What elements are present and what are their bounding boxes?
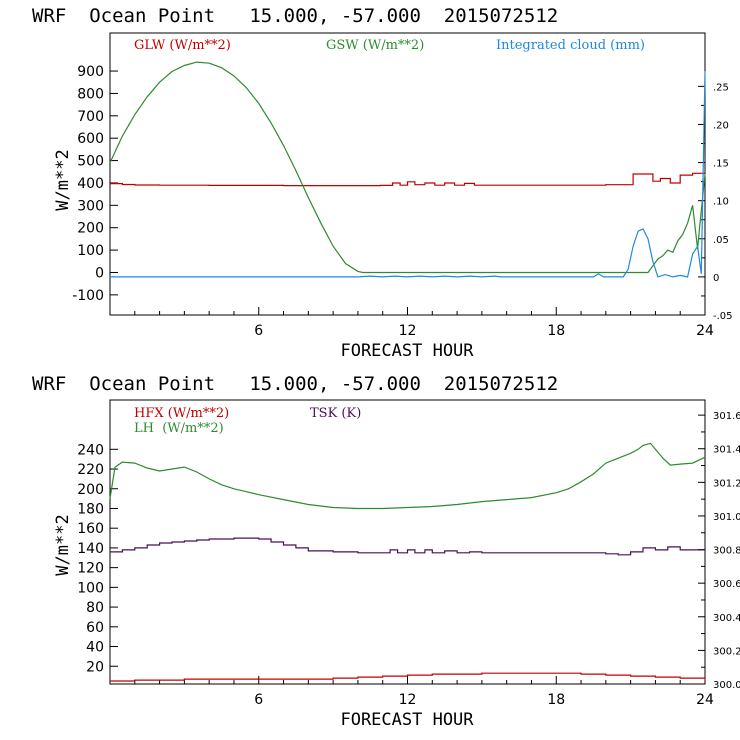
- y-tick-label: 600: [77, 131, 104, 147]
- top-chart: WRF Ocean Point 15.000, -57.000 20150725…: [32, 5, 733, 361]
- y-tick-label: 400: [77, 176, 104, 192]
- y2-tick-label: 300.8: [713, 546, 740, 557]
- y2-tick-label: -.05: [713, 311, 733, 322]
- y2-tick-label: 0: [713, 273, 719, 284]
- y2-tick-label: .15: [713, 159, 729, 170]
- y2-tick-label: 301.0: [713, 512, 740, 523]
- y2-tick-label: .20: [713, 120, 729, 131]
- y2-tick-label: 300.6: [713, 579, 740, 590]
- x-tick-label: 18: [547, 692, 565, 708]
- y2-tick-label: .25: [713, 82, 729, 93]
- y-tick-label: 900: [77, 64, 104, 80]
- y-tick-label: 80: [86, 600, 104, 616]
- y-tick-label: -100: [72, 288, 104, 304]
- y2-tick-label: .10: [713, 197, 729, 208]
- bottom-x-axis-label: FORECAST HOUR: [340, 710, 474, 730]
- y-tick-label: 40: [86, 640, 104, 656]
- y-tick-label: 220: [77, 462, 104, 478]
- y-tick-label: 800: [77, 86, 104, 102]
- y-tick-label: 120: [77, 561, 104, 577]
- x-tick-label: 18: [547, 323, 565, 339]
- top-chart-title: WRF Ocean Point 15.000, -57.000 20150725…: [32, 5, 558, 27]
- y2-tick-label: 300.2: [713, 646, 740, 657]
- series-line-integrated: [110, 71, 706, 278]
- y-tick-label: 60: [86, 620, 104, 636]
- y-tick-label: 300: [77, 198, 104, 214]
- top-x-axis-label: FORECAST HOUR: [340, 341, 474, 361]
- bottom-legend-hfx: HFX (W/m**2): [134, 406, 229, 421]
- top-legend-cloud: Integrated cloud (mm): [496, 38, 645, 53]
- y-tick-label: 160: [77, 521, 104, 537]
- series-line-lh: [109, 442, 706, 510]
- bottom-legend-tsk: TSK (K): [310, 406, 361, 421]
- y-tick-label: 700: [77, 109, 104, 125]
- y-tick-label: 500: [77, 154, 104, 170]
- y-tick-label: 200: [77, 221, 104, 237]
- x-tick-label: 24: [696, 692, 714, 708]
- y2-tick-label: 301.2: [713, 478, 740, 489]
- top-legend-gsw: GSW (W/m**2): [326, 38, 424, 53]
- x-tick-label: 6: [254, 692, 263, 708]
- bottom-legend-lh: LH (W/m**2): [134, 421, 224, 436]
- y-tick-label: 100: [77, 580, 104, 596]
- x-tick-label: 24: [696, 323, 714, 339]
- x-tick-label: 12: [399, 692, 417, 708]
- y2-tick-label: 300.0: [713, 680, 740, 691]
- y2-tick-label: 300.4: [713, 613, 740, 624]
- y2-tick-label: 301.4: [713, 445, 740, 456]
- series-line-hfx: [110, 672, 706, 682]
- y-tick-label: 200: [77, 482, 104, 498]
- y-tick-label: 0: [95, 265, 104, 281]
- series-line-glw: [110, 172, 705, 187]
- x-tick-label: 6: [254, 323, 263, 339]
- y-tick-label: 140: [77, 541, 104, 557]
- y2-tick-label: .05: [713, 235, 729, 246]
- bottom-chart: WRF Ocean Point 15.000, -57.000 20150725…: [32, 373, 740, 730]
- y-tick-label: 20: [86, 659, 104, 675]
- y2-tick-label: 301.6: [713, 411, 740, 422]
- y-tick-label: 100: [77, 243, 104, 259]
- x-tick-label: 12: [399, 323, 417, 339]
- bottom-chart-frame: [109, 399, 706, 685]
- y-tick-label: 240: [77, 442, 104, 458]
- bottom-y-axis-label: W/m**2: [53, 514, 73, 575]
- y-tick-label: 180: [77, 501, 104, 517]
- bottom-chart-title: WRF Ocean Point 15.000, -57.000 20150725…: [32, 373, 558, 395]
- top-legend-glw: GLW (W/m**2): [134, 38, 231, 53]
- series-line-gsw: [109, 61, 706, 274]
- series-line-tsk: [110, 537, 706, 556]
- top-y-axis-label: W/m**2: [53, 149, 73, 210]
